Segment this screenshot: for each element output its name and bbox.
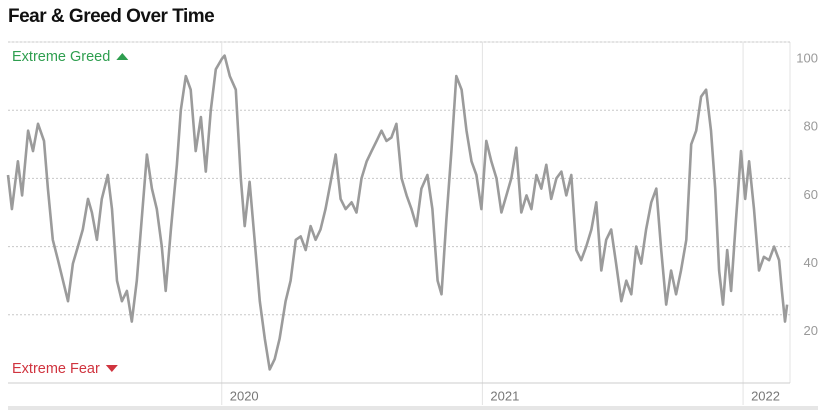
annotation: Extreme Fear [12,361,100,377]
line-series [6,54,789,371]
y-tick-label: 40 [804,255,818,270]
y-tick-label: 80 [804,119,818,134]
x-tick-label: 2022 [751,388,780,403]
scroll-track [8,406,818,410]
y-tick-label: 60 [804,187,818,202]
down-triangle [105,365,118,372]
chart-title: Fear & Greed Over Time [8,6,214,27]
x-tick-label: 2020 [230,388,259,403]
y-tick-label: 20 [804,323,818,338]
up-triangle [116,53,129,60]
y-tick-label: 100 [796,50,818,65]
x-tick-label: 2021 [490,388,519,403]
annotation: Extreme Greed [12,49,110,65]
